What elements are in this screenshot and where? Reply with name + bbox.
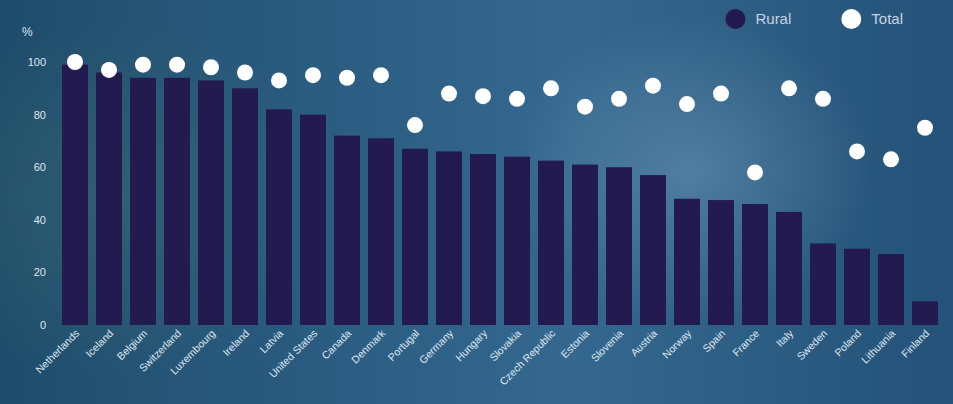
x-tick-label: Latvia bbox=[257, 327, 285, 355]
dot bbox=[475, 88, 491, 104]
x-tick-label: Germany bbox=[416, 326, 456, 366]
x-tick-label: Czech Republic bbox=[497, 327, 557, 387]
x-tick-label: Poland bbox=[832, 327, 864, 359]
plot-area bbox=[62, 54, 938, 325]
bar bbox=[436, 151, 462, 325]
dot bbox=[373, 67, 389, 83]
y-tick-label: 100 bbox=[28, 56, 46, 68]
bar bbox=[776, 212, 802, 325]
dot bbox=[645, 78, 661, 94]
y-tick-label: 60 bbox=[34, 161, 46, 173]
bar bbox=[538, 161, 564, 325]
x-tick-label: Slovenia bbox=[588, 327, 625, 364]
dot bbox=[305, 67, 321, 83]
x-tick-label: Luxembourg bbox=[168, 327, 218, 377]
y-tick-label: 40 bbox=[34, 214, 46, 226]
x-tick-label: Denmark bbox=[349, 326, 388, 365]
dot bbox=[203, 59, 219, 75]
dot bbox=[713, 86, 729, 102]
x-tick-label: Norway bbox=[660, 326, 694, 360]
legend-marker bbox=[725, 9, 745, 29]
bar bbox=[266, 109, 292, 325]
bar bbox=[164, 78, 190, 325]
dot bbox=[169, 57, 185, 73]
y-tick-label: 0 bbox=[40, 319, 46, 331]
x-tick-label: Sweden bbox=[794, 327, 829, 362]
x-tick-label: France bbox=[730, 327, 762, 359]
bar bbox=[130, 78, 156, 325]
bar bbox=[742, 204, 768, 325]
dot bbox=[339, 70, 355, 86]
bar bbox=[504, 157, 530, 325]
bar bbox=[878, 254, 904, 325]
x-tick-label: Lithuania bbox=[859, 327, 898, 366]
dot bbox=[611, 91, 627, 107]
legend-label: Rural bbox=[755, 10, 791, 27]
legend-label: Total bbox=[871, 10, 903, 27]
bar bbox=[300, 115, 326, 325]
x-tick-label: Spain bbox=[700, 327, 728, 355]
bar bbox=[810, 243, 836, 325]
x-tick-label: Italy bbox=[773, 326, 796, 349]
dot bbox=[271, 72, 287, 88]
x-tick-label: Hungary bbox=[453, 326, 490, 363]
dot bbox=[815, 91, 831, 107]
legend: Rural Total bbox=[725, 9, 903, 29]
bar bbox=[674, 199, 700, 325]
dot bbox=[509, 91, 525, 107]
dot bbox=[441, 86, 457, 102]
dot bbox=[135, 57, 151, 73]
dot bbox=[917, 120, 933, 136]
dot bbox=[849, 143, 865, 159]
dot bbox=[237, 65, 253, 81]
bar bbox=[640, 175, 666, 325]
bar bbox=[470, 154, 496, 325]
x-tick-label: Iceland bbox=[83, 327, 116, 360]
y-tick-label: 20 bbox=[34, 266, 46, 278]
bar bbox=[368, 138, 394, 325]
bar bbox=[198, 80, 224, 325]
dot bbox=[577, 99, 593, 115]
y-axis-title: % bbox=[22, 25, 33, 39]
legend-marker bbox=[841, 9, 861, 29]
x-tick-label: United States bbox=[266, 327, 319, 380]
dot bbox=[407, 117, 423, 133]
chart: %020406080100NetherlandsIcelandBelgiumSw… bbox=[0, 0, 953, 404]
dot bbox=[101, 62, 117, 78]
x-tick-label: Ireland bbox=[220, 327, 251, 358]
bar bbox=[844, 249, 870, 325]
x-tick-label: Finland bbox=[899, 327, 932, 360]
bar bbox=[96, 73, 122, 325]
bar bbox=[402, 149, 428, 325]
bar bbox=[334, 136, 360, 325]
dot bbox=[67, 54, 83, 70]
x-tick-label: Netherlands bbox=[33, 327, 82, 376]
bar bbox=[606, 167, 632, 325]
bar bbox=[62, 65, 88, 325]
x-tick-label: Austria bbox=[628, 327, 660, 359]
dot bbox=[781, 80, 797, 96]
dot bbox=[883, 151, 899, 167]
bar bbox=[572, 165, 598, 325]
bar bbox=[708, 200, 734, 325]
dot bbox=[747, 164, 763, 180]
y-tick-label: 80 bbox=[34, 109, 46, 121]
bar bbox=[232, 88, 258, 325]
x-tick-label: Estonia bbox=[558, 327, 591, 360]
bar bbox=[912, 301, 938, 325]
dot bbox=[543, 80, 559, 96]
dot bbox=[679, 96, 695, 112]
